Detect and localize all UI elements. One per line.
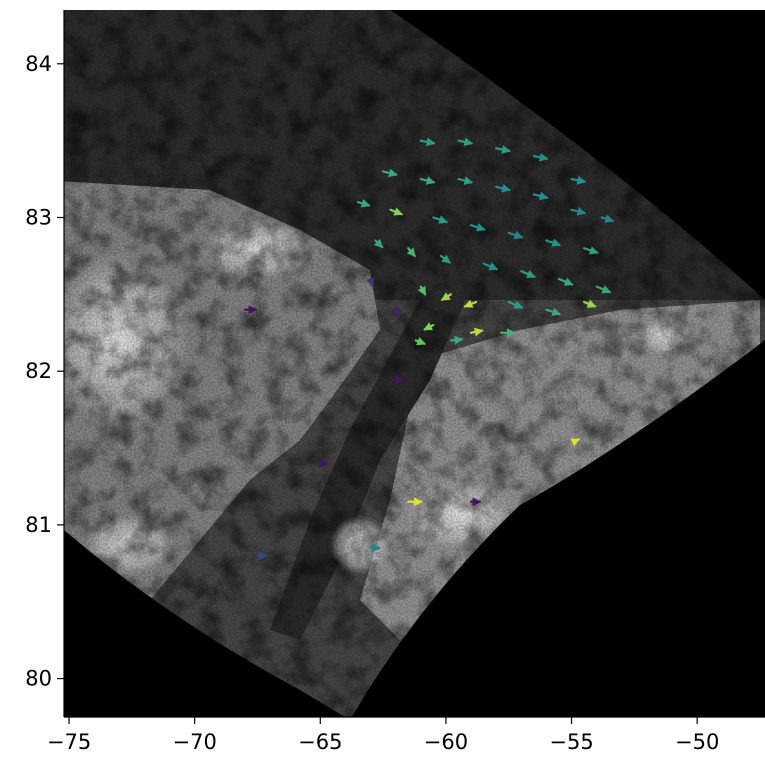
drift-vector — [557, 277, 574, 286]
drift-vector — [570, 175, 587, 185]
drift-vector — [469, 327, 484, 337]
drift-vector — [595, 285, 612, 294]
y-axis-ticks: 80 81 82 83 84 — [25, 52, 64, 691]
drift-vector — [482, 262, 499, 271]
drift-vector — [419, 137, 436, 147]
drift-vector — [582, 246, 599, 255]
drift-vector — [381, 168, 398, 178]
drift-vector — [389, 207, 403, 216]
x-tick-label: −55 — [549, 730, 593, 754]
y-tick-label: 80 — [25, 667, 52, 691]
drift-vector — [570, 207, 587, 216]
drift-vector — [366, 277, 375, 287]
drift-vector — [463, 299, 478, 308]
drift-vector — [545, 238, 561, 247]
y-tick-label: 83 — [25, 205, 52, 229]
drift-vector — [532, 152, 549, 162]
drift-vector — [600, 214, 615, 223]
y-tick-label: 81 — [25, 513, 52, 537]
drift-vector — [423, 322, 435, 331]
drift-vector — [507, 230, 524, 240]
drift-vector — [570, 438, 581, 447]
drift-vector — [406, 247, 416, 258]
x-tick-label: −60 — [424, 730, 468, 754]
drift-vector — [449, 335, 464, 345]
x-tick-label: −65 — [298, 730, 342, 754]
drift-vector — [432, 215, 448, 224]
x-tick-label: −50 — [675, 730, 719, 754]
drift-vector — [457, 176, 474, 185]
drift-vector — [419, 176, 436, 185]
drift-vector — [356, 199, 371, 208]
drift-vector — [582, 299, 597, 308]
x-axis-ticks: −75 −70 −65 −60 −55 −50 — [47, 717, 719, 754]
drift-vector — [440, 292, 453, 301]
x-tick-label: −75 — [47, 730, 91, 754]
drift-vector — [532, 191, 549, 201]
drift-vector — [507, 300, 524, 309]
drift-vector — [439, 254, 451, 264]
x-tick-label: −70 — [172, 730, 216, 754]
drift-vectors — [243, 137, 615, 561]
drift-vector — [414, 337, 426, 346]
axes: −75 −70 −65 −60 −55 −50 80 81 82 83 84 — [25, 10, 765, 754]
drift-vector — [417, 285, 427, 296]
drift-vector — [373, 238, 384, 249]
drift-vector — [520, 269, 536, 279]
drift-vector — [495, 184, 511, 193]
drift-vector — [495, 145, 511, 154]
y-tick-label: 84 — [25, 52, 52, 76]
y-tick-label: 82 — [25, 359, 52, 383]
drift-vector — [545, 307, 561, 316]
drift-vector — [469, 223, 486, 232]
drift-vector — [391, 306, 400, 317]
drift-vector — [457, 137, 474, 147]
